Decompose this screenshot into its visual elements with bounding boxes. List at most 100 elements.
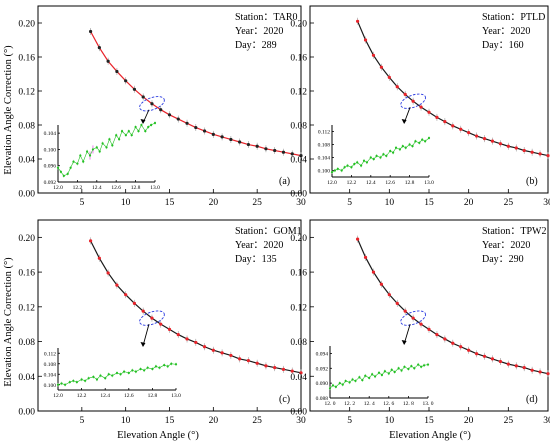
data-point: [427, 110, 431, 114]
day-label: Day：160: [482, 40, 524, 51]
inset-x-tick-label: 12.0: [53, 185, 63, 191]
y-tick-label: 0.12: [290, 88, 307, 98]
inset-data-point: [372, 158, 375, 161]
inset-data-point: [333, 169, 337, 172]
x-tick-label: 15: [424, 198, 434, 208]
data-point: [467, 131, 471, 135]
inset-y-tick-label: 0.100: [318, 169, 331, 175]
inset-data-point: [115, 134, 118, 137]
inset-data-point: [420, 365, 423, 368]
x-tick-label: 5: [347, 416, 352, 426]
data-point: [141, 309, 145, 313]
y-tick-label: 0.12: [18, 303, 35, 313]
data-point: [514, 364, 518, 368]
y-tick-label: 0.16: [18, 54, 35, 64]
zoom-ellipse: [139, 96, 165, 112]
inset-x-tick-label: 12.4: [100, 393, 110, 399]
inset-y-tick-label: 0.104: [44, 131, 57, 137]
data-point: [220, 351, 224, 355]
inset-data-point: [75, 381, 78, 384]
inset-data-point: [387, 372, 390, 375]
inset-data-point: [354, 379, 357, 383]
inset-y-tick-label: 0.104: [44, 372, 57, 378]
data-point: [467, 348, 471, 352]
zoom-ellipse: [400, 93, 426, 109]
zoom-arrow: [142, 323, 150, 347]
inset-data-point: [380, 373, 384, 377]
x-tick-label: 20: [464, 416, 474, 426]
data-point: [132, 87, 137, 91]
inset-data-point: [56, 166, 60, 169]
station-label: Station：PTLD: [482, 12, 545, 23]
data-point: [106, 271, 110, 275]
inset-x-tick-label: 12.2: [77, 393, 87, 399]
inset-data-point: [127, 130, 130, 133]
data-point: [395, 85, 399, 89]
inset-data-point: [111, 144, 114, 147]
inset-data-point: [413, 367, 416, 370]
chart-panel: 510152025300.000.040.080.120.160.20Stati…: [290, 5, 550, 208]
x-tick-label: 25: [252, 416, 262, 426]
data-point: [530, 150, 534, 154]
data-point: [538, 370, 542, 374]
inset-x-tick-label: 12.6: [385, 180, 395, 186]
x-tick-label: 25: [504, 416, 514, 426]
data-point: [459, 345, 463, 349]
data-point: [97, 46, 101, 50]
inset-x-tick-label: 12.8: [131, 185, 141, 191]
inset-data-point: [131, 369, 134, 372]
data-point: [379, 65, 383, 69]
data-point: [482, 354, 487, 358]
data-point: [290, 152, 294, 156]
inset-data-point: [353, 162, 356, 166]
data-point: [115, 283, 119, 287]
inset-data-point: [130, 134, 133, 137]
data-point: [273, 365, 277, 370]
data-point: [124, 293, 128, 297]
day-label: Day：289: [235, 40, 277, 51]
zoom-arrow-head: [401, 340, 407, 345]
inset-data-point: [163, 363, 166, 367]
x-axis-title-left: Elevation Angle (°): [117, 430, 199, 441]
inset-data-point: [146, 366, 149, 369]
data-point: [522, 365, 526, 370]
inset-data-point: [360, 164, 363, 167]
chart-panel: 510152025300.000.040.080.120.160.20Stati…: [290, 219, 550, 426]
inset-x-tick-label: 12.8: [148, 393, 158, 399]
data-point: [246, 359, 250, 363]
inset-data-point: [56, 383, 60, 386]
inset-data-point: [72, 160, 75, 163]
data-point: [498, 359, 502, 364]
data-point: [451, 341, 455, 345]
data-point: [299, 154, 303, 158]
inset-x-tick-label: 12.6: [111, 185, 121, 191]
inset-data-point: [400, 369, 403, 372]
data-point: [106, 59, 110, 63]
inset-data-point: [107, 373, 110, 376]
inset-data-point: [427, 136, 431, 140]
inset-data-point: [330, 171, 334, 174]
inset-data-point: [364, 374, 367, 377]
data-point: [238, 357, 242, 361]
inset-data-point: [346, 164, 349, 167]
inset-data-point: [403, 365, 406, 368]
data-point: [220, 135, 224, 139]
inset-x-tick-label: 12. 2: [344, 401, 355, 407]
data-point: [522, 148, 526, 153]
data-point: [159, 108, 163, 112]
x-tick-label: 25: [252, 198, 262, 208]
data-point: [530, 368, 534, 372]
data-point: [546, 154, 550, 158]
data-point: [150, 102, 154, 106]
inset-data-point: [68, 381, 71, 384]
inset-data-point: [134, 125, 137, 129]
inset-data-point: [66, 172, 69, 175]
inset-data-point: [174, 363, 178, 366]
inset-data-point: [79, 154, 82, 157]
inset-data-point: [344, 379, 347, 383]
inset-x-tick-label: 12.0: [327, 180, 337, 186]
x-tick-label: 30: [543, 198, 550, 208]
